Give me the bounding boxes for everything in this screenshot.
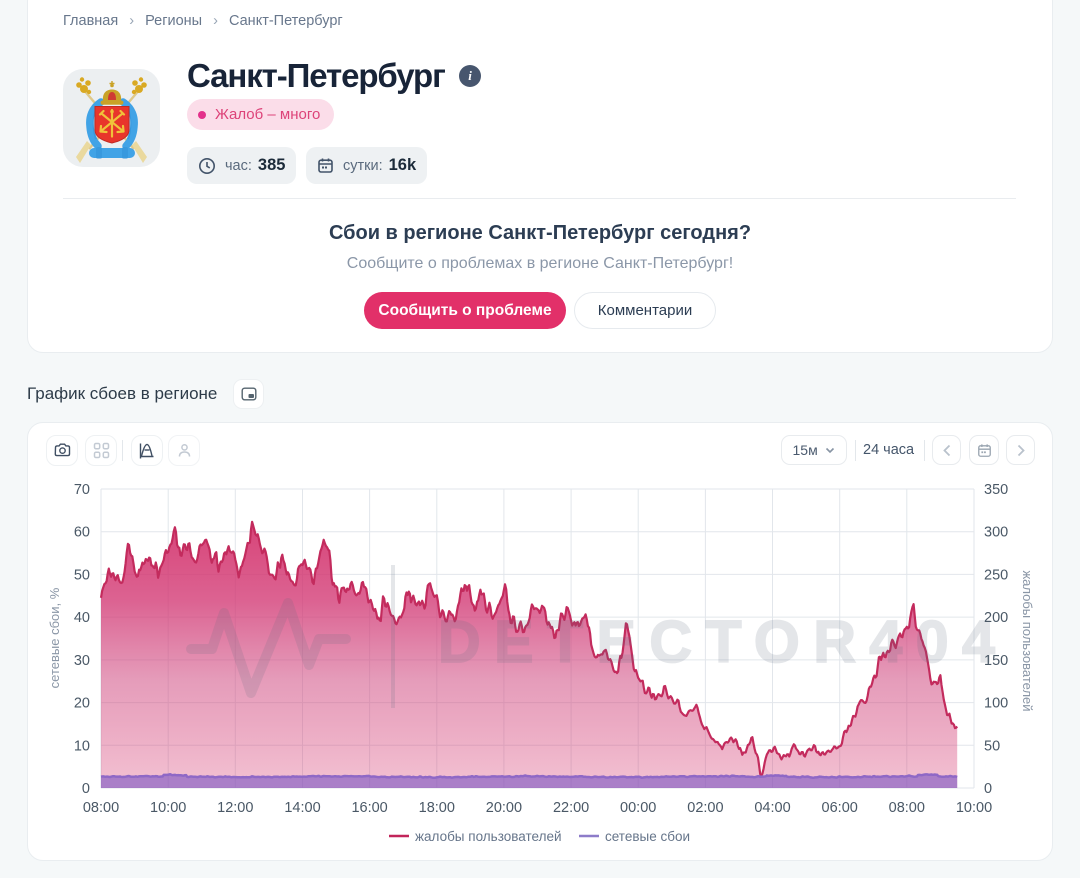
svg-text:50: 50 bbox=[984, 738, 1000, 754]
svg-text:08:00: 08:00 bbox=[889, 800, 925, 816]
svg-text:300: 300 bbox=[984, 525, 1008, 541]
svg-text:18:00: 18:00 bbox=[419, 800, 455, 816]
svg-text:70: 70 bbox=[74, 482, 90, 498]
svg-text:50: 50 bbox=[74, 567, 90, 583]
svg-text:16:00: 16:00 bbox=[351, 800, 387, 816]
svg-text:10: 10 bbox=[74, 738, 90, 754]
svg-text:02:00: 02:00 bbox=[687, 800, 723, 816]
svg-text:22:00: 22:00 bbox=[553, 800, 589, 816]
svg-text:0: 0 bbox=[984, 781, 992, 797]
svg-text:сетевые сбои, %: сетевые сбои, % bbox=[47, 587, 62, 688]
svg-text:20:00: 20:00 bbox=[486, 800, 522, 816]
svg-text:60: 60 bbox=[74, 525, 90, 541]
svg-text:200: 200 bbox=[984, 610, 1008, 626]
svg-text:150: 150 bbox=[984, 653, 1008, 669]
svg-text:350: 350 bbox=[984, 482, 1008, 498]
svg-text:00:00: 00:00 bbox=[620, 800, 656, 816]
svg-text:100: 100 bbox=[984, 696, 1008, 712]
svg-text:06:00: 06:00 bbox=[822, 800, 858, 816]
svg-text:10:00: 10:00 bbox=[150, 800, 186, 816]
svg-text:DETECTOR404: DETECTOR404 bbox=[438, 609, 1008, 675]
svg-text:12:00: 12:00 bbox=[217, 800, 253, 816]
svg-text:0: 0 bbox=[82, 781, 90, 797]
svg-text:жалобы пользователей: жалобы пользователей bbox=[1020, 570, 1035, 711]
svg-text:жалобы пользователей: жалобы пользователей bbox=[415, 829, 562, 844]
svg-text:08:00: 08:00 bbox=[83, 800, 119, 816]
svg-text:250: 250 bbox=[984, 567, 1008, 583]
svg-text:30: 30 bbox=[74, 653, 90, 669]
svg-text:40: 40 bbox=[74, 610, 90, 626]
svg-text:20: 20 bbox=[74, 696, 90, 712]
svg-text:10:00: 10:00 bbox=[956, 800, 992, 816]
svg-text:сетевые сбои: сетевые сбои bbox=[605, 829, 690, 844]
svg-text:04:00: 04:00 bbox=[754, 800, 790, 816]
svg-text:14:00: 14:00 bbox=[284, 800, 320, 816]
